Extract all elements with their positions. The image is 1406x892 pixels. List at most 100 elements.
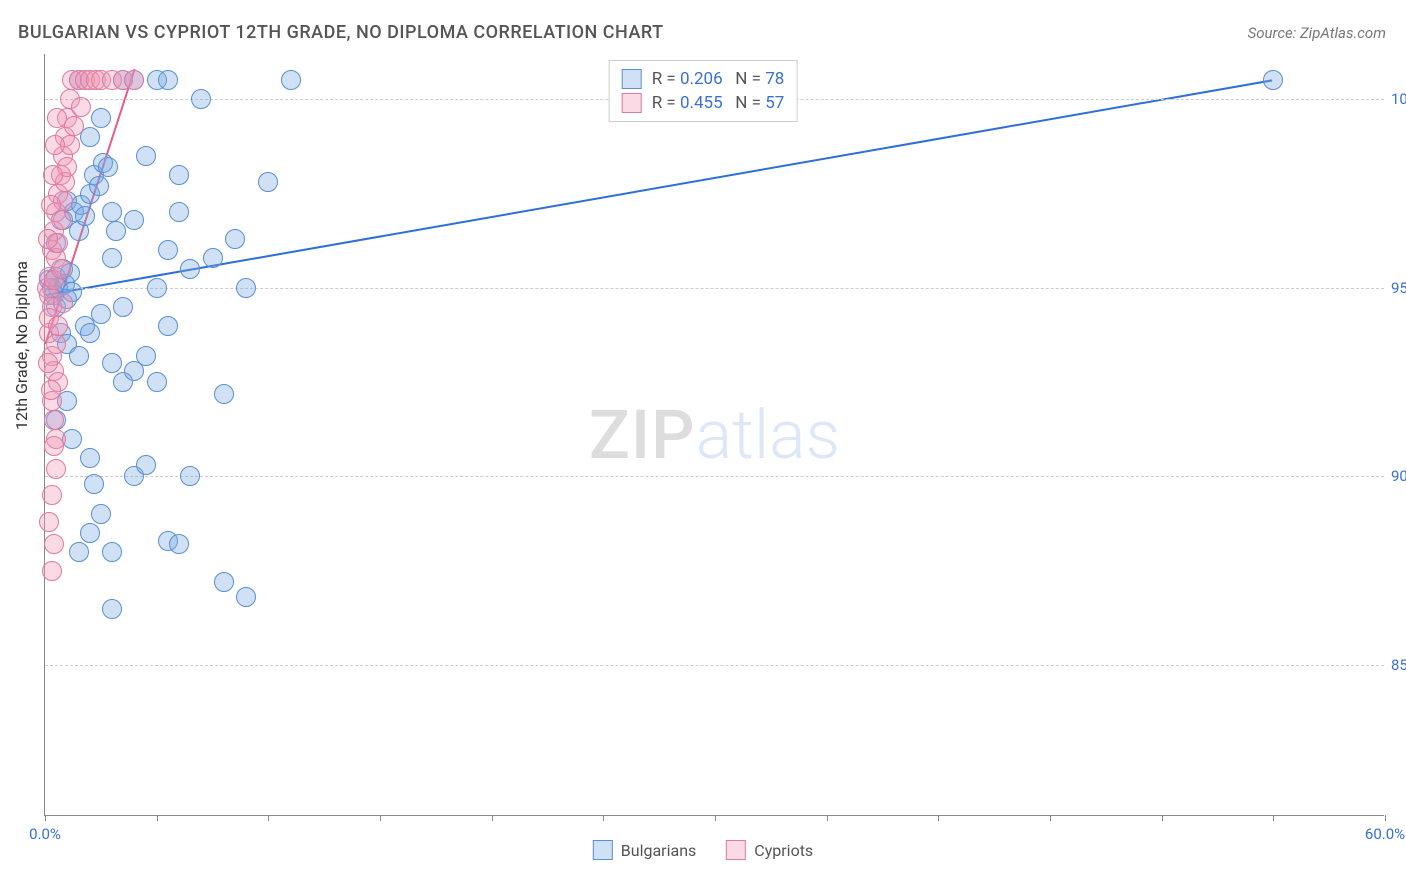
- x-tick-label: 0.0%: [29, 825, 61, 843]
- data-point: [41, 195, 61, 215]
- x-tick: [715, 815, 716, 821]
- data-point: [91, 108, 111, 128]
- data-point: [147, 372, 167, 392]
- legend-series: Bulgarians Cypriots: [593, 840, 813, 860]
- y-tick-label: 85.0%: [1391, 656, 1406, 674]
- data-point: [180, 259, 200, 279]
- data-point: [46, 334, 66, 354]
- data-point: [203, 248, 223, 268]
- data-point: [80, 448, 100, 468]
- data-point: [225, 229, 245, 249]
- legend-stats-text: R = 0.206 N = 78: [652, 69, 785, 89]
- y-tick-label: 90.0%: [1391, 467, 1406, 485]
- data-point: [169, 165, 189, 185]
- data-point: [102, 542, 122, 562]
- data-point: [89, 176, 109, 196]
- watermark-part2: atlas: [696, 395, 841, 475]
- data-point: [47, 108, 67, 128]
- data-point: [42, 561, 62, 581]
- data-point: [39, 512, 59, 532]
- data-point: [44, 436, 64, 456]
- source-attribution: Source: ZipAtlas.com: [1248, 24, 1386, 42]
- legend-stats-text: R = 0.455 N = 57: [652, 93, 785, 113]
- trend-lines-layer: [45, 54, 1384, 815]
- data-point: [84, 474, 104, 494]
- x-tick: [157, 815, 158, 821]
- gridline: [45, 476, 1384, 477]
- data-point: [136, 455, 156, 475]
- data-point: [38, 229, 58, 249]
- data-point: [42, 485, 62, 505]
- legend-stats: R = 0.206 N = 78 R = 0.455 N = 57: [609, 60, 798, 122]
- gridline: [45, 665, 1384, 666]
- data-point: [258, 172, 278, 192]
- legend-swatch: [593, 840, 613, 860]
- x-tick: [1385, 815, 1386, 821]
- data-point: [38, 353, 58, 373]
- data-point: [106, 221, 126, 241]
- data-point: [236, 587, 256, 607]
- chart-title: BULGARIAN VS CYPRIOT 12TH GRADE, NO DIPL…: [18, 22, 664, 43]
- x-tick: [1050, 815, 1051, 821]
- data-point: [80, 323, 100, 343]
- legend-stats-row: R = 0.455 N = 57: [622, 91, 785, 115]
- legend-series-item: Cypriots: [726, 840, 813, 860]
- data-point: [169, 202, 189, 222]
- data-point: [158, 70, 178, 90]
- data-point: [44, 410, 64, 430]
- legend-series-item: Bulgarians: [593, 840, 696, 860]
- data-point: [1263, 70, 1283, 90]
- data-point: [48, 316, 68, 336]
- data-point: [102, 353, 122, 373]
- data-point: [136, 346, 156, 366]
- watermark-part1: ZIP: [589, 395, 696, 475]
- data-point: [69, 346, 89, 366]
- data-point: [91, 504, 111, 524]
- data-point: [124, 210, 144, 230]
- data-point: [281, 70, 301, 90]
- data-point: [44, 534, 64, 554]
- data-point: [80, 523, 100, 543]
- legend-series-label: Bulgarians: [621, 841, 696, 860]
- data-point: [214, 572, 234, 592]
- data-point: [136, 146, 156, 166]
- x-tick: [380, 815, 381, 821]
- legend-series-label: Cypriots: [754, 841, 813, 860]
- data-point: [158, 240, 178, 260]
- x-tick: [45, 815, 46, 821]
- data-point: [102, 599, 122, 619]
- data-point: [98, 157, 118, 177]
- x-tick: [827, 815, 828, 821]
- data-point: [51, 259, 71, 279]
- x-tick: [1162, 815, 1163, 821]
- x-tick: [603, 815, 604, 821]
- data-point: [113, 297, 133, 317]
- legend-swatch: [622, 93, 642, 113]
- data-point: [158, 316, 178, 336]
- data-point: [45, 135, 65, 155]
- data-point: [53, 293, 73, 313]
- data-point: [69, 542, 89, 562]
- data-point: [43, 165, 63, 185]
- data-point: [102, 248, 122, 268]
- data-point: [191, 89, 211, 109]
- data-point: [91, 304, 111, 324]
- x-tick: [268, 815, 269, 821]
- watermark: ZIPatlas: [589, 395, 840, 475]
- x-tick: [1273, 815, 1274, 821]
- y-axis-label: 12th Grade, No Diploma: [12, 261, 31, 430]
- data-point: [180, 466, 200, 486]
- data-point: [46, 459, 66, 479]
- data-point: [71, 97, 91, 117]
- x-tick-label: 60.0%: [1365, 825, 1405, 843]
- data-point: [75, 206, 95, 226]
- y-tick-label: 95.0%: [1391, 279, 1406, 297]
- x-tick: [938, 815, 939, 821]
- data-point: [41, 380, 61, 400]
- data-point: [102, 202, 122, 222]
- chart-plot-area: ZIPatlas 85.0%90.0%95.0%100.0%0.0%60.0%: [44, 54, 1384, 816]
- data-point: [214, 384, 234, 404]
- data-point: [236, 278, 256, 298]
- legend-stats-row: R = 0.206 N = 78: [622, 67, 785, 91]
- y-tick-label: 100.0%: [1391, 90, 1406, 108]
